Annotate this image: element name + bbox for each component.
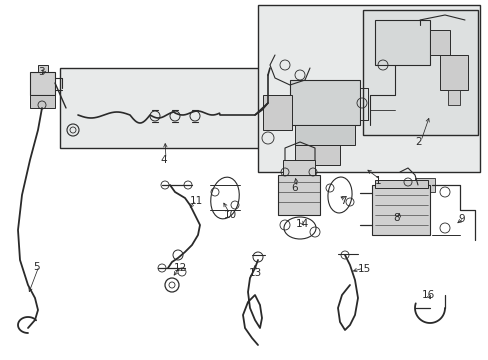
Bar <box>263 95 291 130</box>
Bar <box>374 180 427 188</box>
Bar <box>414 178 434 192</box>
Text: 5: 5 <box>33 262 40 272</box>
Text: 6: 6 <box>290 183 297 193</box>
Text: 3: 3 <box>38 67 44 77</box>
Bar <box>362 10 477 135</box>
Bar <box>38 65 48 72</box>
Bar <box>294 145 339 165</box>
Bar <box>60 68 269 148</box>
Text: 8: 8 <box>392 213 399 223</box>
Bar <box>447 90 459 105</box>
Text: 1: 1 <box>374 176 381 186</box>
Text: 4: 4 <box>160 155 166 165</box>
Bar <box>283 160 314 175</box>
Bar <box>439 55 467 90</box>
Text: 14: 14 <box>295 219 308 229</box>
Text: 10: 10 <box>224 210 237 220</box>
Bar <box>30 95 55 108</box>
Bar <box>278 175 319 215</box>
Bar <box>258 5 479 172</box>
Text: 2: 2 <box>414 137 421 147</box>
Text: 9: 9 <box>457 214 464 224</box>
Text: 12: 12 <box>174 263 187 273</box>
Bar <box>374 20 429 65</box>
Text: 15: 15 <box>357 264 370 274</box>
Text: 13: 13 <box>248 268 262 278</box>
Text: 11: 11 <box>190 196 203 206</box>
Bar <box>289 80 359 125</box>
Bar <box>429 30 449 55</box>
Bar <box>371 185 429 235</box>
Text: 7: 7 <box>339 196 346 206</box>
Bar <box>30 72 55 95</box>
Text: 16: 16 <box>421 290 434 300</box>
Bar <box>294 125 354 145</box>
